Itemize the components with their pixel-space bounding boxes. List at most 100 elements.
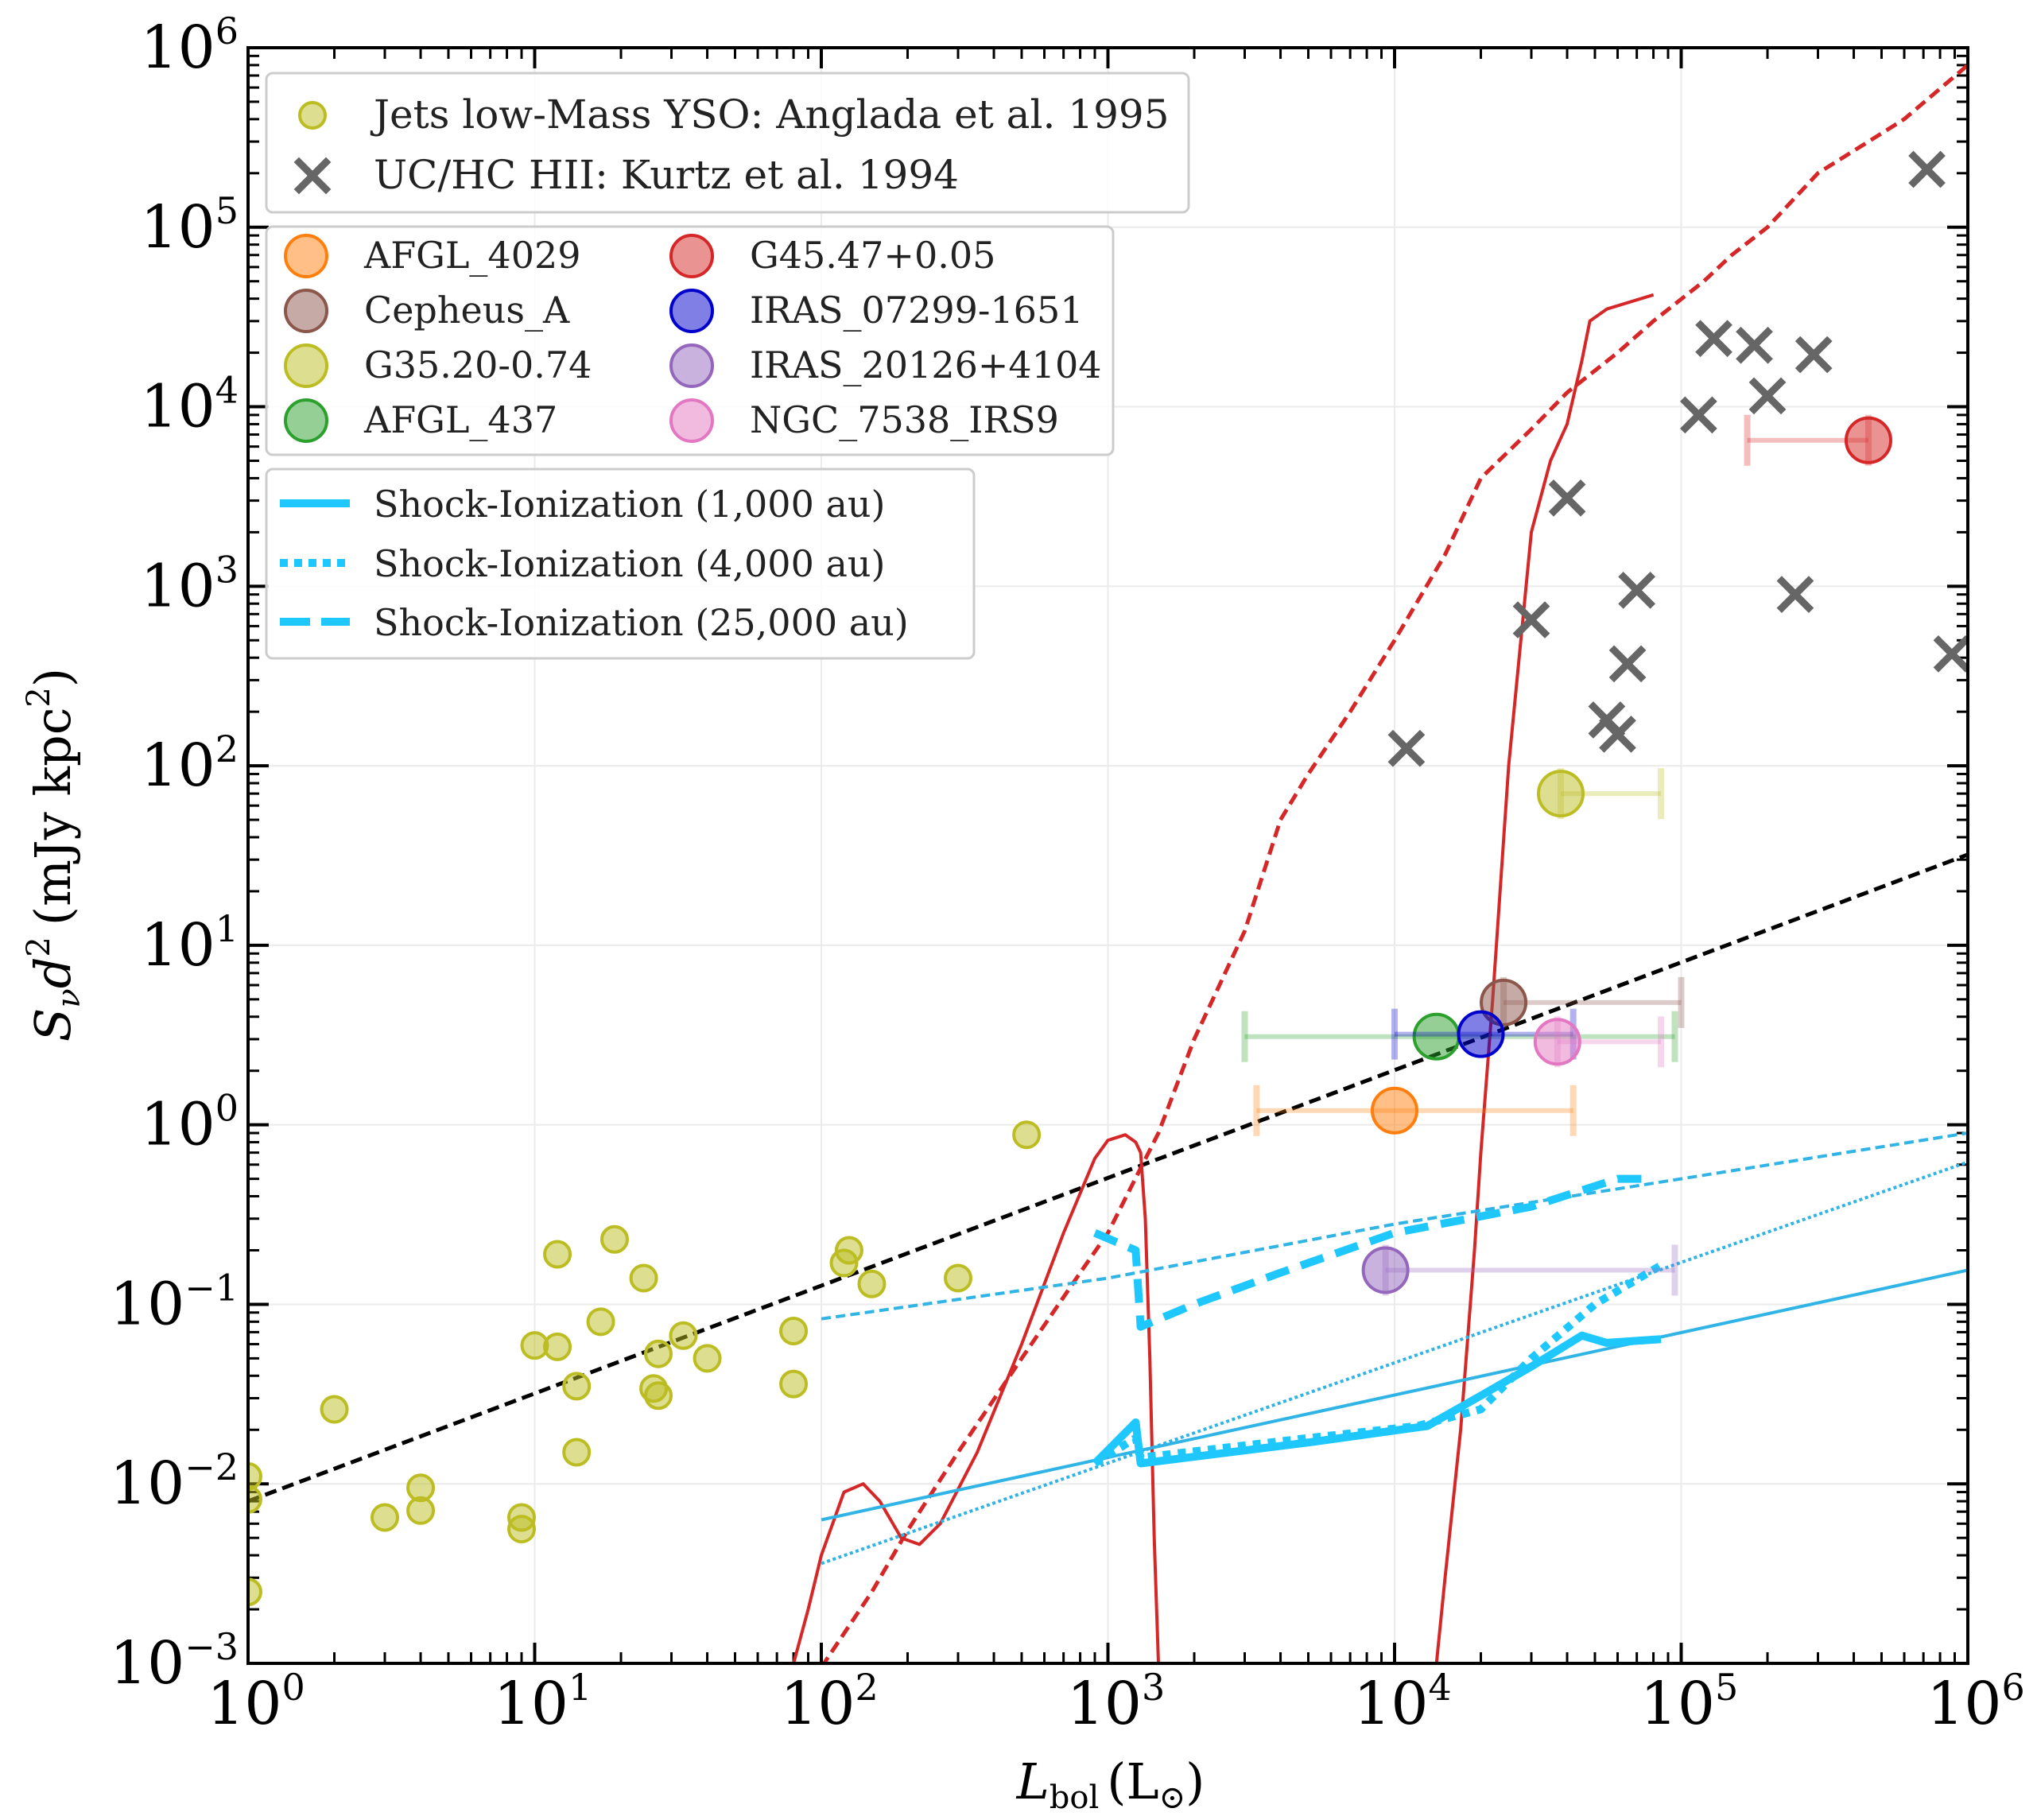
legend-anglada-marker bbox=[298, 101, 327, 130]
anglada-point bbox=[543, 1332, 572, 1361]
anglada-point bbox=[693, 1344, 722, 1373]
anglada-point bbox=[507, 1515, 537, 1544]
legend-afgl437-label: AFGL_437 bbox=[363, 398, 557, 441]
y-axis-label: Sνd2(mJy kpc2) bbox=[21, 668, 87, 1042]
legend-shock4000-label: Shock-Ionization (4,000 au) bbox=[374, 542, 885, 585]
source-marker bbox=[1457, 1010, 1505, 1058]
anglada-point bbox=[944, 1263, 973, 1293]
legend-sources: AFGL_4029 Cepheus_A G35.20-0.74 AFGL_437… bbox=[265, 225, 1115, 456]
y-tick-label: 101 bbox=[141, 907, 239, 980]
legend-models: Shock-Ionization (1,000 au) Shock-Ioniza… bbox=[265, 468, 976, 660]
anglada-point bbox=[599, 1224, 629, 1254]
kurtz-marker bbox=[1736, 326, 1773, 364]
source-marker bbox=[1412, 1012, 1461, 1061]
x-tick-label: 105 bbox=[1640, 1666, 1738, 1738]
anglada-point bbox=[562, 1372, 592, 1401]
source-marker bbox=[1371, 1086, 1418, 1135]
anglada-point bbox=[644, 1381, 673, 1411]
legend-g35-marker bbox=[284, 343, 328, 388]
anglada-point bbox=[248, 1461, 262, 1491]
legend-cepheusa-marker bbox=[284, 289, 328, 333]
anglada-point bbox=[834, 1236, 863, 1265]
anglada-point bbox=[1012, 1120, 1042, 1150]
legend-g45-label: G45.47+0.05 bbox=[750, 234, 995, 277]
y-tick-label: 10−1 bbox=[110, 1266, 239, 1338]
legend-g45-marker bbox=[669, 234, 714, 278]
series-line-shock-25000-au-thick bbox=[1093, 1174, 1654, 1331]
x-tick-label: 102 bbox=[780, 1666, 878, 1738]
kurtz-marker bbox=[1618, 571, 1656, 609]
legend-ngc7538-marker bbox=[669, 398, 714, 443]
source-g35-20-0-74 bbox=[1537, 768, 1665, 820]
legend-iras20126-marker bbox=[669, 343, 714, 388]
series-line-shock-1000-au-thin bbox=[821, 1268, 1968, 1522]
x-tick-label: 100 bbox=[207, 1666, 305, 1738]
anglada-point bbox=[248, 1577, 262, 1607]
y-tick-label: 104 bbox=[141, 369, 239, 441]
y-tick-label: 103 bbox=[141, 548, 239, 620]
anglada-point bbox=[248, 1484, 262, 1514]
series-line-red-solid-model-a bbox=[792, 1133, 1160, 1663]
kurtz-marker bbox=[1933, 635, 1968, 673]
source-iras-20126-4104 bbox=[1361, 1244, 1678, 1296]
tick-labels: 100 101 102 103 104 105 106 10−3 10−2 10−1 100 101 1… bbox=[110, 10, 2025, 1738]
anglada-point bbox=[669, 1321, 698, 1350]
anglada-point bbox=[586, 1307, 615, 1337]
kurtz-marker bbox=[1387, 729, 1426, 767]
legend-kurtz-label: UC/HC HII: Kurtz et al. 1994 bbox=[374, 152, 959, 198]
anglada-point bbox=[562, 1438, 592, 1467]
y-tick-label: 105 bbox=[141, 189, 239, 262]
kurtz-marker bbox=[1908, 150, 1946, 188]
series-line-shock-25000-au-thin bbox=[821, 1131, 1968, 1321]
anglada-point bbox=[406, 1496, 436, 1525]
kurtz-marker bbox=[1548, 479, 1586, 517]
y-tick-label: 10−2 bbox=[110, 1446, 239, 1518]
plot-frame bbox=[246, 46, 1969, 1665]
legend-shock25000-label: Shock-Ionization (25,000 au) bbox=[374, 601, 909, 644]
source-marker bbox=[1537, 770, 1585, 818]
source-marker bbox=[1533, 1018, 1581, 1066]
legend-iras20126-label: IRAS_20126+4104 bbox=[750, 343, 1101, 386]
anglada-point bbox=[371, 1503, 400, 1532]
series-line-red-dashed-model bbox=[821, 63, 1968, 1663]
anglada-point bbox=[857, 1269, 887, 1298]
series-line-shock-4000-au-thin bbox=[821, 1160, 1968, 1566]
kurtz-marker bbox=[1608, 645, 1647, 683]
series-line-red-solid-model-b bbox=[1434, 293, 1655, 1663]
legend-references: Jets low-Mass YSO: Anglada et al. 1995 U… bbox=[265, 72, 1190, 214]
x-tick-label: 103 bbox=[1067, 1666, 1165, 1738]
legend-afgl4029-marker bbox=[284, 234, 328, 278]
kurtz-marker bbox=[1695, 320, 1732, 358]
legend-cepheusa-label: Cepheus_A bbox=[364, 289, 570, 332]
x-tick-label: 104 bbox=[1353, 1666, 1451, 1738]
source-ngc-7538-irs9 bbox=[1533, 1016, 1665, 1068]
source-marker bbox=[1361, 1246, 1410, 1294]
y-tick-label: 100 bbox=[141, 1087, 239, 1159]
anglada-point bbox=[543, 1240, 572, 1269]
y-tick-label: 102 bbox=[141, 728, 239, 800]
x-tick-label: 106 bbox=[1926, 1666, 2024, 1738]
legend-iras07299-marker bbox=[669, 289, 714, 333]
series-line-black-dashed-fit bbox=[248, 852, 1968, 1504]
anglada-point bbox=[644, 1339, 673, 1368]
kurtz-marker bbox=[1599, 715, 1636, 753]
source-g45-47-0-05 bbox=[1744, 414, 1892, 466]
legend-afgl4029-label: AFGL_4029 bbox=[363, 234, 581, 277]
y-tick-label: 106 bbox=[141, 10, 239, 82]
legend-iras07299-label: IRAS_07299-1651 bbox=[750, 289, 1083, 332]
legend-g35-label: G35.20-0.74 bbox=[364, 343, 592, 386]
kurtz-marker bbox=[1776, 576, 1814, 614]
legend-anglada-label: Jets low-Mass YSO: Anglada et al. 1995 bbox=[370, 91, 1170, 138]
legend-kurtz-marker bbox=[293, 157, 332, 195]
x-tick-label: 101 bbox=[494, 1666, 592, 1738]
kurtz-marker bbox=[1748, 377, 1787, 415]
x-axis-label: Lbol (L⊙) bbox=[1016, 1752, 1205, 1816]
anglada-point bbox=[629, 1263, 658, 1293]
kurtz-marker bbox=[1680, 396, 1717, 434]
y-tick-label: 10−3 bbox=[110, 1625, 239, 1698]
series-line-shock-1000-au-thick bbox=[1092, 1331, 1662, 1468]
source-marker bbox=[1844, 416, 1892, 464]
legend-afgl437-marker bbox=[284, 398, 328, 443]
kurtz-marker bbox=[1512, 601, 1550, 638]
